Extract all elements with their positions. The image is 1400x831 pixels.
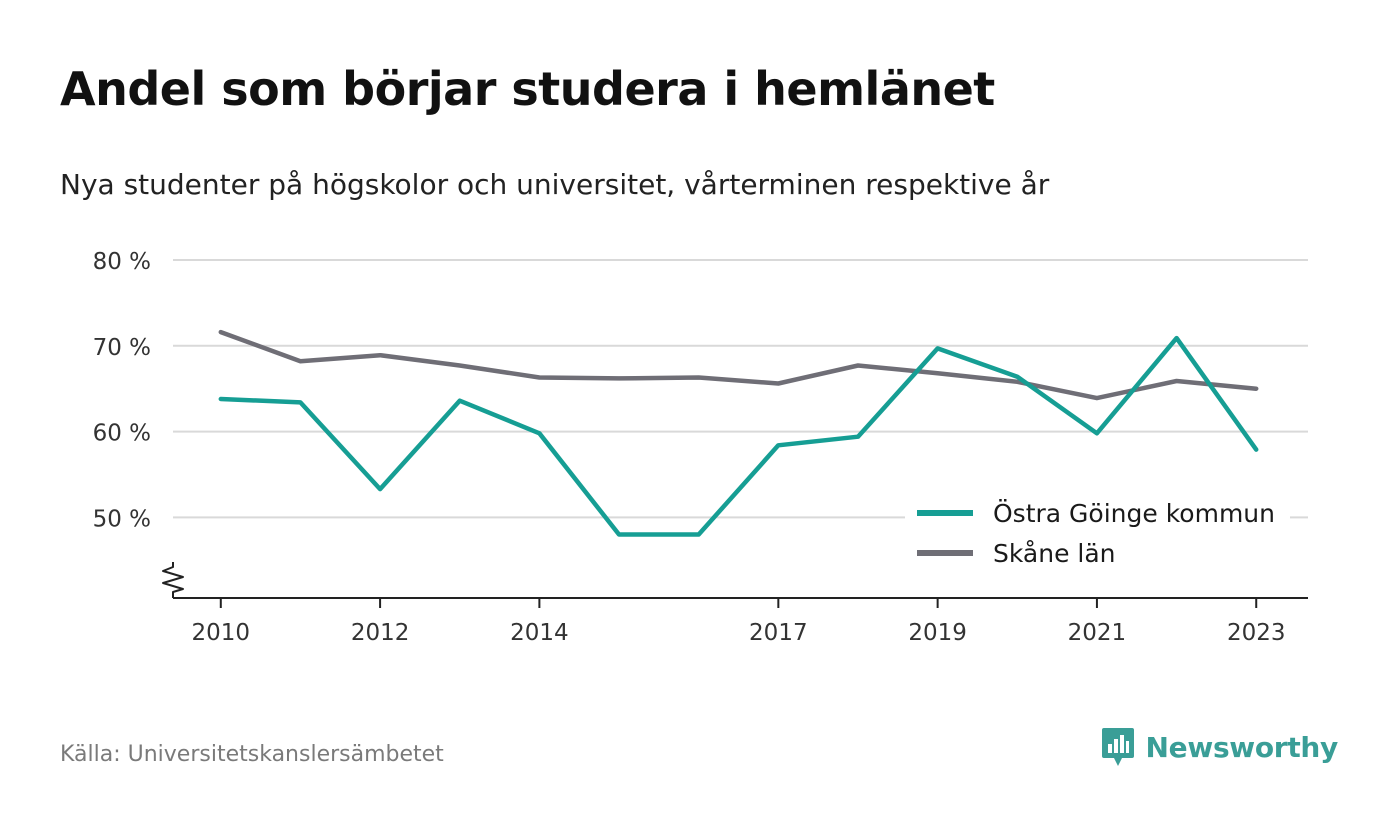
legend-label: Östra Göinge kommun bbox=[993, 499, 1275, 528]
x-tick-label: 2012 bbox=[351, 620, 410, 646]
brand-name: Newsworthy bbox=[1145, 730, 1339, 764]
series-line-ostra-goinge bbox=[218, 335, 1259, 537]
x-tick-label: 2021 bbox=[1068, 620, 1127, 646]
x-tick-label: 2019 bbox=[908, 620, 967, 646]
x-axis: 2010 2012 2014 2017 2019 2021 2023 bbox=[162, 562, 1308, 646]
brand-logo: Newsworthy bbox=[1100, 726, 1338, 768]
legend-label: Skåne län bbox=[993, 539, 1116, 568]
y-tick-label: 60 % bbox=[93, 421, 151, 447]
legend: Östra Göinge kommun Skåne län bbox=[905, 490, 1290, 578]
x-tick-label: 2023 bbox=[1227, 620, 1286, 646]
series-line-skane bbox=[218, 329, 1259, 401]
legend-background bbox=[905, 490, 1290, 578]
axis-break-icon bbox=[162, 562, 184, 598]
newsworthy-logo-icon bbox=[1101, 728, 1134, 766]
x-tick-label: 2017 bbox=[749, 620, 808, 646]
y-tick-label: 50 % bbox=[93, 506, 151, 532]
line-chart: 80 % 70 % 60 % 50 % 2010 2012 2014 2017 2019 202… bbox=[93, 249, 1308, 646]
x-tick-label: 2010 bbox=[192, 620, 251, 646]
y-axis-ticks: 80 % 70 % 60 % 50 % bbox=[93, 249, 151, 532]
y-tick-label: 70 % bbox=[93, 335, 151, 361]
source-note: Källa: Universitetskanslersämbetet bbox=[60, 742, 444, 767]
chart-series bbox=[218, 329, 1259, 537]
chart-subtitle: Nya studenter på högskolor och universit… bbox=[60, 168, 1050, 201]
y-tick-label: 80 % bbox=[93, 249, 151, 275]
chart-title: Andel som börjar studera i hemlänet bbox=[60, 62, 995, 116]
x-tick-label: 2014 bbox=[510, 620, 569, 646]
